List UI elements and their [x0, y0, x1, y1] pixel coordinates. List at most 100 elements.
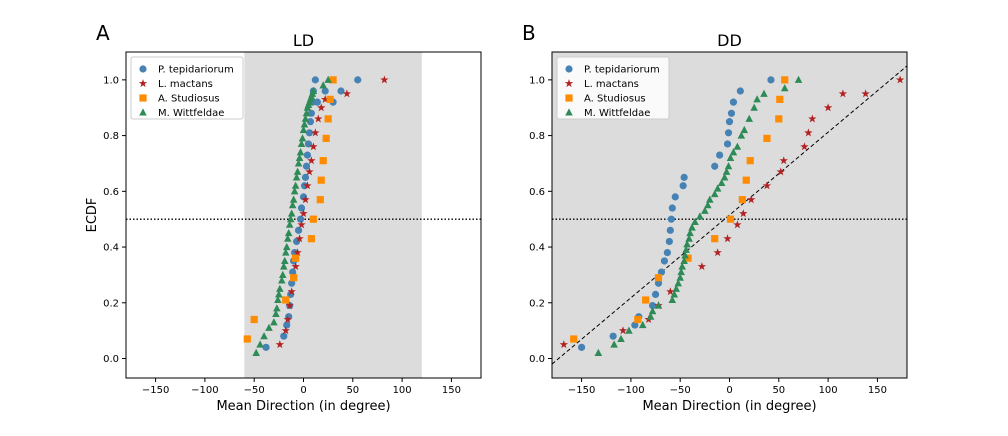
data-point — [746, 157, 754, 165]
series-a-studiosus — [570, 76, 789, 343]
data-point — [704, 201, 712, 209]
data-point — [654, 274, 663, 282]
data-point — [654, 301, 663, 309]
data-point — [262, 343, 270, 351]
legend-marker — [138, 79, 148, 88]
data-point — [290, 274, 298, 282]
data-point — [297, 220, 306, 229]
data-point — [638, 320, 647, 329]
data-point — [309, 215, 317, 223]
data-point — [701, 206, 709, 214]
data-point — [297, 204, 306, 212]
data-point — [688, 223, 696, 231]
data-point — [671, 193, 679, 201]
y-tick-label: 0.8 — [103, 131, 119, 142]
data-point — [668, 204, 676, 212]
panel-a: −150 −100 −50 0 50 100 150 0.0 0.2 0.4 0.6 0.8 1.0 LD… — [85, 21, 482, 414]
data-point — [666, 287, 675, 296]
data-point — [306, 118, 315, 126]
data-point — [272, 309, 280, 317]
data-point — [281, 248, 290, 256]
data-point — [301, 114, 310, 122]
data-point — [722, 167, 731, 175]
data-point — [559, 340, 569, 349]
data-point — [680, 173, 688, 181]
data-point — [282, 242, 291, 251]
data-point — [668, 295, 677, 304]
data-point — [326, 95, 334, 103]
legend-label: L. mactans — [584, 79, 639, 90]
data-point — [739, 209, 748, 218]
x-tick-label: 150 — [442, 385, 461, 396]
data-point — [319, 81, 328, 89]
legend-label: P. tepidariorum — [158, 65, 234, 76]
data-point — [313, 98, 321, 106]
data-point — [729, 148, 738, 156]
data-point — [691, 217, 699, 226]
x-axis-label: Mean Direction (in degree) — [642, 399, 816, 414]
data-point — [742, 176, 750, 184]
x-tick-label: 100 — [393, 385, 412, 396]
data-point — [745, 114, 754, 122]
data-point — [762, 181, 772, 190]
data-point — [823, 103, 833, 112]
data-point — [287, 209, 296, 217]
x-tick-label: 50 — [346, 385, 359, 396]
y-tick-label: 0.0 — [103, 354, 119, 365]
data-point — [305, 129, 314, 137]
data-point — [705, 195, 714, 203]
data-point — [808, 114, 817, 123]
y-tick-label: 0.2 — [529, 298, 545, 309]
data-point — [753, 95, 761, 103]
data-point — [776, 95, 784, 103]
data-point — [618, 326, 628, 335]
data-point — [733, 220, 742, 229]
data-point — [727, 109, 736, 117]
data-point — [278, 276, 286, 284]
data-point — [324, 115, 332, 123]
data-point — [760, 89, 768, 97]
data-point — [273, 304, 281, 312]
data-point — [631, 321, 639, 329]
data-point — [302, 109, 311, 117]
legend-label: A. Studiosus — [584, 94, 646, 105]
x-tick-label: −150 — [568, 385, 595, 396]
data-point — [275, 340, 285, 349]
diagonal-line — [552, 65, 907, 365]
data-point — [279, 270, 287, 278]
data-point — [800, 142, 809, 151]
data-point — [767, 76, 775, 84]
data-point — [280, 256, 289, 265]
data-point — [298, 134, 307, 142]
data-point — [642, 296, 650, 304]
y-tick-label: 0.8 — [529, 131, 545, 142]
y-tick-label: 0.4 — [103, 243, 119, 254]
data-point — [577, 343, 586, 351]
data-point — [301, 173, 310, 181]
plot-area — [126, 75, 481, 356]
x-tick-label: 100 — [819, 385, 838, 396]
legend: P. tepidariorum L. mactans A. Studiosus M. … — [556, 56, 670, 120]
data-point — [733, 142, 742, 150]
data-point — [676, 273, 684, 281]
data-point — [293, 167, 302, 175]
data-point — [295, 153, 304, 161]
data-point — [666, 226, 674, 234]
data-point — [295, 234, 304, 243]
x-tick-label: 0 — [726, 385, 732, 396]
data-point — [285, 220, 294, 228]
data-point — [265, 323, 273, 331]
data-point — [309, 86, 318, 95]
series-l-mactans — [275, 75, 389, 349]
data-point — [697, 262, 707, 271]
legend-label: A. Studiosus — [158, 94, 220, 105]
x-tick-label: 50 — [772, 385, 785, 396]
data-point — [270, 318, 278, 326]
data-point — [895, 75, 905, 84]
data-point — [319, 157, 327, 165]
data-point — [711, 162, 719, 170]
data-point — [303, 151, 312, 159]
data-point — [838, 89, 848, 98]
data-point — [252, 348, 260, 356]
data-point — [682, 245, 690, 253]
